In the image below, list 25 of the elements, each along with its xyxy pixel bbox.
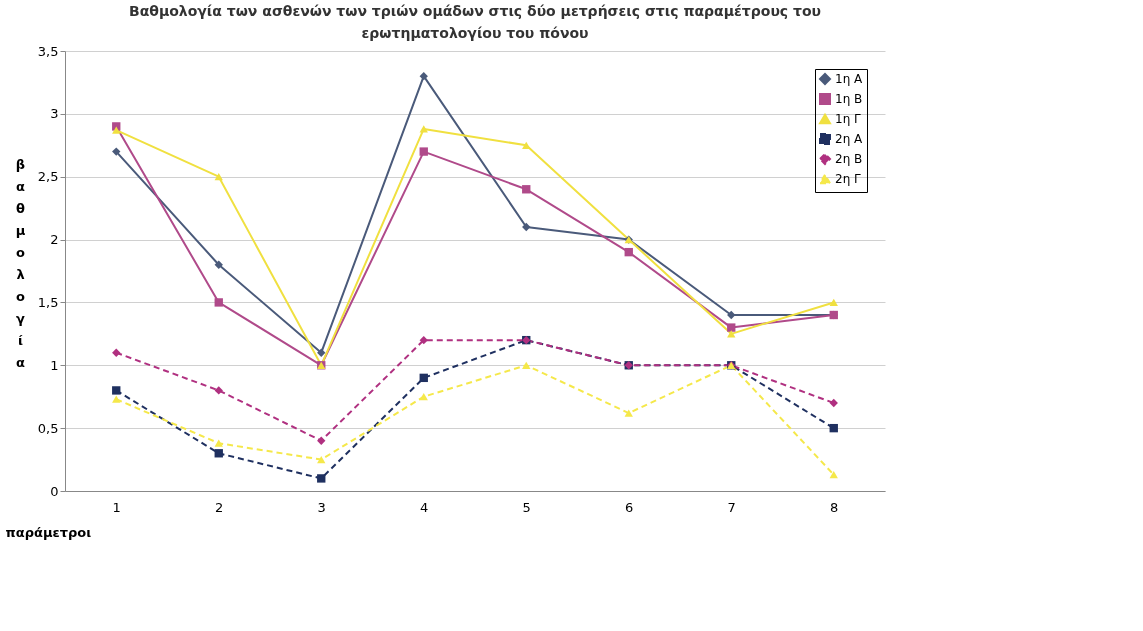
x-tick-label: 5 bbox=[522, 499, 531, 515]
x-tick-label: 7 bbox=[727, 499, 736, 515]
x-tick-label: 6 bbox=[625, 499, 634, 515]
x-tick-label: 8 bbox=[830, 499, 839, 515]
y-tick-label: 1 bbox=[50, 357, 59, 373]
y-tick-label: 0 bbox=[50, 483, 59, 499]
legend-label: 2η Α bbox=[835, 132, 864, 146]
y-tick-label: 0,5 bbox=[37, 420, 59, 436]
x-tick-label: 4 bbox=[420, 499, 429, 515]
x-axis-title: παράμετροι bbox=[5, 524, 92, 540]
text: βαθμολογία bbox=[15, 156, 26, 370]
x-tick-label: 3 bbox=[317, 499, 326, 515]
chart-title: Βαθμολογία των ασθενών των τριών ομάδων στις δύο μετρήσεις στις παραμέτρους του ερωτηματολογίου του πόνου bbox=[128, 3, 822, 41]
x-tick-label: 1 bbox=[112, 499, 121, 515]
x-tick-label: 2 bbox=[215, 499, 224, 515]
legend-label: 1η Β bbox=[835, 92, 863, 106]
y-tick-label: 2 bbox=[50, 232, 59, 248]
legend-label: 1η Γ bbox=[835, 112, 862, 126]
y-tick-label: 3,5 bbox=[37, 43, 59, 59]
legend-label: 1η Α bbox=[835, 72, 864, 86]
y-tick-label: 3 bbox=[50, 106, 59, 122]
y-tick-label: 1,5 bbox=[37, 294, 59, 310]
legend-label: 2η Β bbox=[835, 152, 863, 166]
legend-label: 2η Γ bbox=[835, 172, 862, 186]
y-tick-label: 2,5 bbox=[37, 169, 59, 185]
